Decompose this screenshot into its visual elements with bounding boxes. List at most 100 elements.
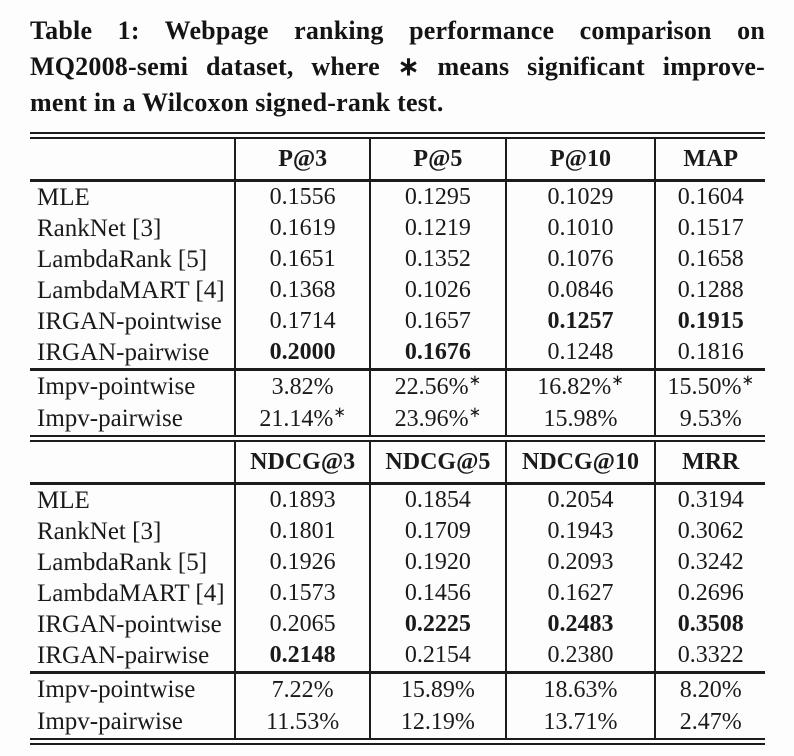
value-cell: 0.1926 — [234, 547, 371, 578]
value-cell: 0.2065 — [234, 609, 371, 640]
value-cell: 0.1816 — [654, 337, 765, 371]
value-cell: 0.1010 — [504, 213, 656, 244]
value-text: 15.89% — [400, 676, 475, 703]
value-text: 0.2483 — [547, 611, 614, 637]
value-cell: 0.1295 — [369, 180, 506, 213]
value-text: 0.1295 — [404, 184, 471, 210]
value-cell: 0.1248 — [504, 337, 656, 371]
value-cell: 0.3242 — [654, 547, 765, 578]
impv-row: Impv-pairwise 11.53% 12.19% 13.71% 2.47% — [30, 706, 765, 742]
value-text: 0.1352 — [404, 246, 471, 272]
value-cell: 0.1076 — [504, 244, 656, 275]
value-cell: 0.1854 — [369, 483, 506, 516]
value-text: 0.2093 — [547, 549, 614, 575]
value-text: 0.1816 — [677, 339, 744, 365]
value-cell: 0.1920 — [369, 547, 506, 578]
value-cell: 0.1709 — [369, 516, 506, 547]
value-text: 0.1026 — [404, 277, 471, 303]
value-text: 0.1943 — [547, 518, 614, 544]
model-row: MLE 0.1893 0.1854 0.2054 0.3194 — [30, 483, 765, 516]
value-text: 0.1676 — [404, 339, 471, 365]
value-cell: 0.3322 — [654, 640, 765, 674]
value-text: 0.2380 — [547, 642, 614, 668]
model-name: RankNet [3] — [37, 517, 162, 545]
model-row: LambdaRank [5] 0.1926 0.1920 0.2093 0.3242 — [30, 547, 765, 578]
significance-star: ∗ — [468, 404, 482, 421]
value-cell: 0.2000 — [234, 337, 371, 371]
value-cell: 0.1801 — [234, 516, 371, 547]
value-cell: 0.1714 — [234, 306, 371, 337]
value-text: 0.3508 — [677, 611, 744, 637]
value-text: 0.2148 — [269, 642, 336, 668]
impv-row: Impv-pointwise 3.82% 22.56%∗ 16.82%∗ 15.50%∗ — [30, 369, 765, 403]
value-text: 0.2154 — [404, 642, 471, 668]
column-header: NDCG@3 — [234, 435, 371, 485]
value-cell: 23.96%∗ — [369, 403, 506, 439]
header-row: P@3 P@5 P@10 MAP — [30, 135, 765, 182]
column-header: MRR — [654, 435, 765, 485]
significance-star: ∗ — [741, 372, 755, 389]
value-cell: 11.53% — [234, 706, 371, 742]
caption-line-2: MQ2008-semi dataset, where ∗ means signi… — [30, 52, 765, 81]
value-cell: 0.1619 — [234, 213, 371, 244]
value-text: 0.1076 — [547, 246, 614, 272]
value-text: 0.1854 — [404, 487, 471, 513]
value-cell: 0.2148 — [234, 640, 371, 674]
value-text: 0.1257 — [547, 308, 614, 334]
value-text: 0.3062 — [677, 518, 744, 544]
value-text: 0.3322 — [677, 642, 744, 668]
significance-star: ∗ — [611, 372, 624, 389]
value-cell: 0.1368 — [234, 275, 371, 306]
value-text: 0.3194 — [677, 487, 744, 513]
value-text: 0.2696 — [677, 580, 744, 606]
metric-header-group: P@3 P@5 P@10 MAP — [30, 135, 765, 182]
value-text: 0.3242 — [677, 549, 744, 575]
value-cell: 0.1657 — [369, 306, 506, 337]
model-row: IRGAN-pointwise 0.2065 0.2225 0.2483 0.3508 — [30, 609, 765, 640]
model-name: IRGAN-pairwise — [30, 640, 236, 674]
model-name: LambdaRank [5] — [37, 245, 208, 273]
value-text: 3.82% — [271, 373, 334, 400]
value-cell: 0.1257 — [504, 306, 656, 337]
corner-cell — [30, 135, 236, 182]
model-name: MLE — [37, 486, 90, 514]
column-header: P@10 — [504, 135, 656, 182]
value-text: 0.1714 — [269, 308, 336, 334]
model-name: LambdaMART [4] — [37, 579, 225, 607]
value-text: 9.53% — [679, 405, 742, 432]
value-cell: 0.1219 — [369, 213, 506, 244]
column-header: NDCG@10 — [504, 435, 656, 485]
model-results-section: MLE 0.1556 0.1295 0.1029 0.1604 RankNet [3] 0.… — [30, 180, 765, 371]
value-text: 13.71% — [543, 708, 618, 735]
value-cell: 0.1517 — [654, 213, 765, 244]
value-text: 21.14% — [259, 405, 334, 432]
value-cell: 0.1676 — [369, 337, 506, 371]
model-name: MLE — [37, 183, 90, 211]
value-text: 18.63% — [543, 676, 618, 703]
significance-star: ∗ — [468, 372, 482, 389]
model-row: IRGAN-pairwise 0.2000 0.1676 0.1248 0.1816 — [30, 337, 765, 371]
model-row: LambdaMART [4] 0.1368 0.1026 0.0846 0.1288 — [30, 275, 765, 306]
value-text: 0.1915 — [677, 308, 744, 334]
value-text: 7.22% — [271, 676, 334, 703]
column-header: NDCG@5 — [369, 435, 506, 485]
model-name: IRGAN-pointwise — [37, 610, 222, 638]
value-text: 8.20% — [679, 676, 742, 703]
value-text: 12.19% — [400, 708, 475, 735]
value-cell: 0.1456 — [369, 578, 506, 609]
caption-line-1: Table 1: Webpage ranking performance com… — [30, 16, 765, 45]
value-text: 0.2000 — [269, 339, 336, 365]
model-row: IRGAN-pairwise 0.2148 0.2154 0.2380 0.3322 — [30, 640, 765, 674]
value-cell: 0.2054 — [504, 483, 656, 516]
value-text: 15.50% — [667, 373, 742, 400]
caption-line-3: ment in a Wilcoxon signed-rank test. — [30, 88, 444, 117]
value-text: 0.1456 — [404, 580, 471, 606]
value-text: 0.1658 — [677, 246, 744, 272]
value-text: 0.1029 — [547, 184, 614, 210]
header-row: NDCG@3 NDCG@5 NDCG@10 MRR — [30, 435, 765, 485]
value-cell: 0.1029 — [504, 180, 656, 213]
value-text: 0.1248 — [547, 339, 614, 365]
value-text: 0.1288 — [677, 277, 744, 303]
value-cell: 0.1352 — [369, 244, 506, 275]
